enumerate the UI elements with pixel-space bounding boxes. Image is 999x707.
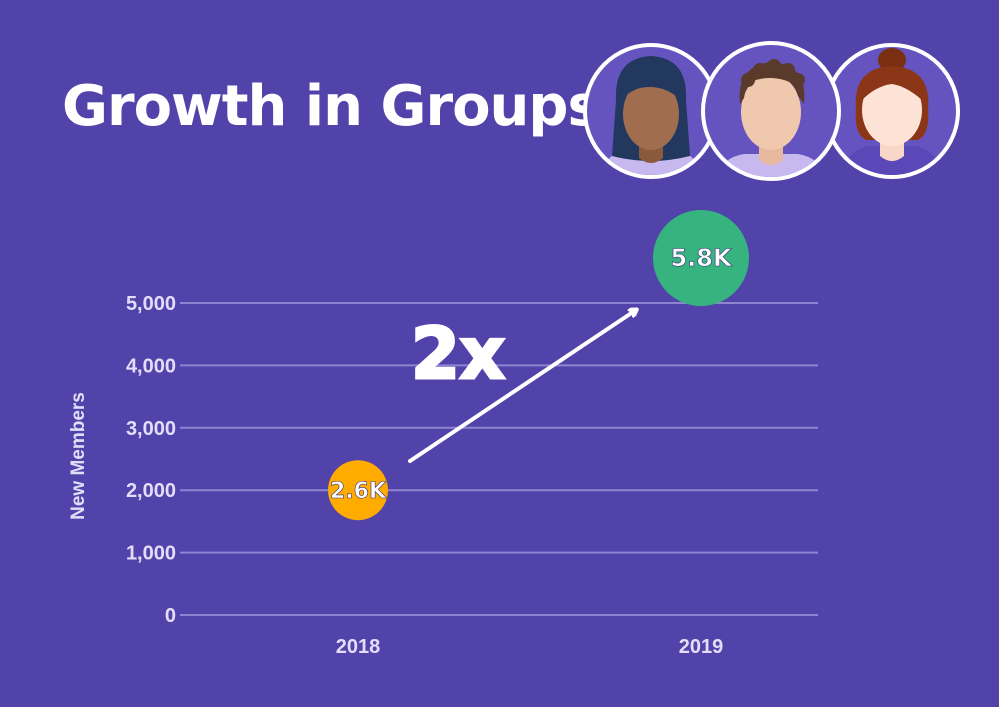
x-tick-labels: 2018 2019 — [336, 636, 724, 658]
y-tick-label: 1,000 — [126, 543, 176, 565]
y-axis-label: New Members — [68, 392, 89, 520]
data-label-2018: 2.6K — [330, 479, 387, 504]
page-title: Growth in Groups — [62, 74, 601, 139]
y-tick-labels: 0 1,000 2,000 3,000 4,000 5,000 — [126, 293, 176, 627]
y-tick-label: 4,000 — [126, 355, 176, 377]
growth-multiplier-annotation: 2x — [411, 313, 505, 395]
y-tick-label: 0 — [165, 605, 176, 627]
y-tick-label: 5,000 — [126, 293, 176, 315]
x-tick-label: 2018 — [336, 636, 381, 658]
y-tick-label: 2,000 — [126, 480, 176, 502]
data-label-2019: 5.8K — [670, 244, 733, 272]
data-point-2018 — [328, 460, 388, 521]
data-point-2019 — [653, 210, 749, 306]
x-tick-label: 2019 — [679, 636, 724, 658]
growth-arrow — [408, 310, 636, 463]
data-points: 2.6K 5.8K — [328, 210, 749, 521]
y-tick-label: 3,000 — [126, 418, 176, 440]
